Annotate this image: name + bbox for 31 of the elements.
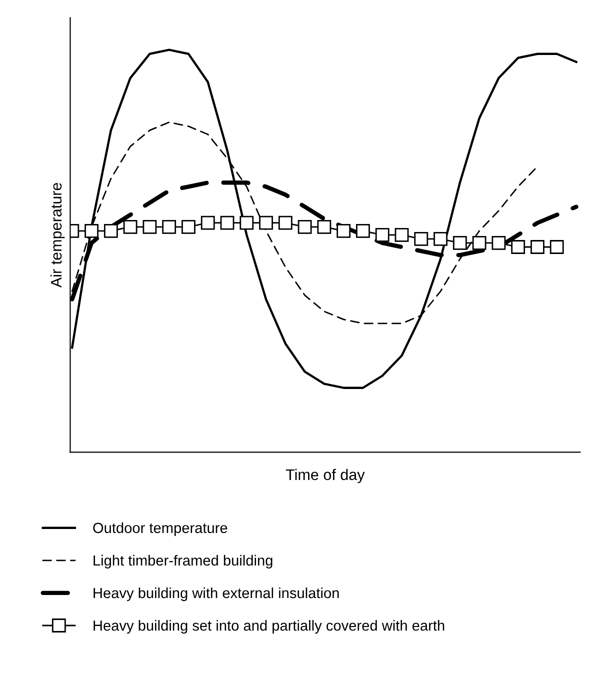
- legend-label: Light timber-framed building: [94, 554, 272, 569]
- point: [84, 224, 98, 238]
- point: [492, 236, 506, 250]
- point: [375, 228, 390, 242]
- point: [550, 240, 564, 254]
- point: [240, 216, 254, 230]
- point: [472, 236, 486, 250]
- point: [123, 220, 138, 234]
- point: [142, 220, 157, 234]
- point: [356, 224, 370, 238]
- point: [414, 232, 428, 246]
- point: [200, 216, 215, 230]
- legend-label: Heavy building set into and partially covered with earth: [94, 620, 444, 634]
- legend-label: Outdoor temperature: [93, 522, 228, 536]
- point: [452, 236, 467, 250]
- point: [511, 240, 526, 254]
- y-axis-title: Air temperature: [50, 182, 65, 288]
- x-axis-title: Time of day: [286, 468, 365, 484]
- point: [220, 216, 234, 230]
- point: [182, 220, 196, 234]
- point: [394, 228, 409, 242]
- point: [298, 220, 312, 234]
- point: [259, 216, 273, 230]
- point: [336, 224, 351, 238]
- point: [530, 240, 544, 254]
- point: [434, 232, 448, 246]
- legend-label: Heavy building with external insulation: [94, 587, 339, 602]
- point: [104, 224, 118, 238]
- point: [278, 216, 292, 230]
- point: [162, 220, 176, 234]
- point: [317, 220, 332, 234]
